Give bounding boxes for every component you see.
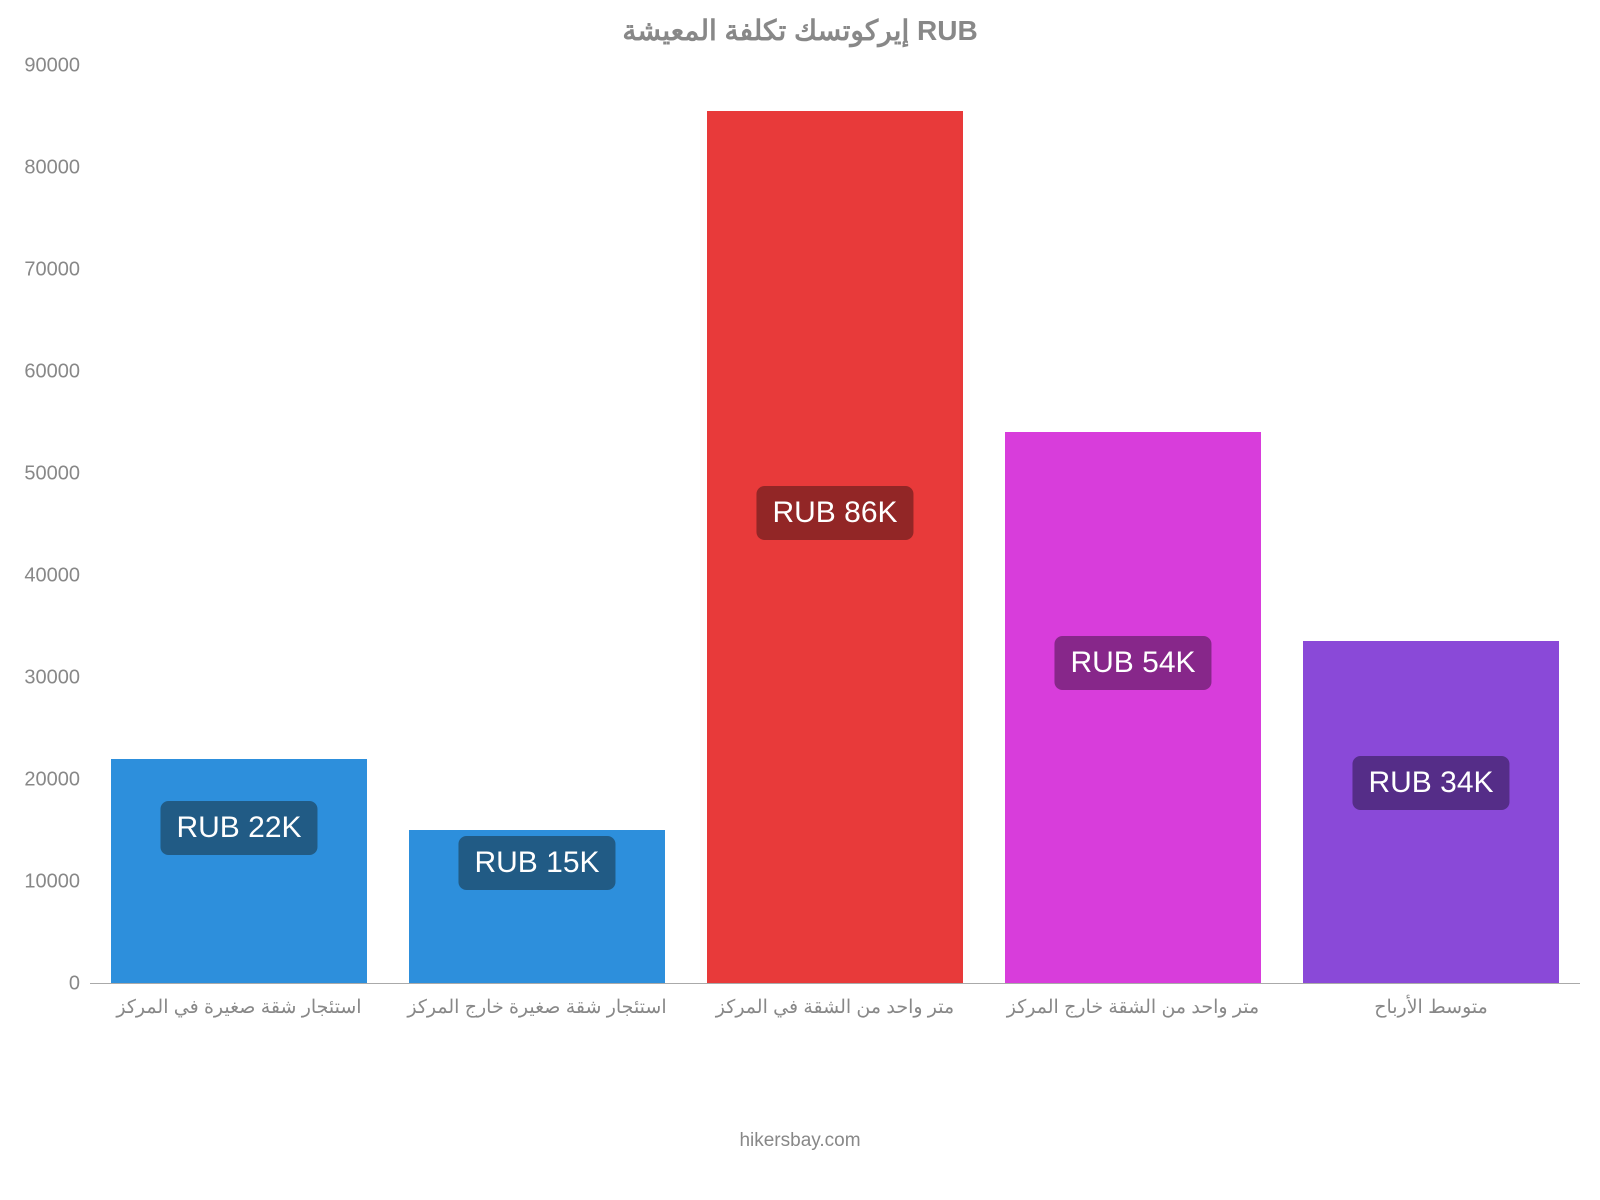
- value-badge: RUB 22K: [160, 801, 317, 855]
- y-tick-label: 90000: [24, 55, 90, 78]
- chart-title: إيركوتسك تكلفة المعيشة RUB: [0, 14, 1600, 47]
- y-tick-label: 10000: [24, 871, 90, 894]
- bar: RUB 86K: [707, 111, 963, 983]
- chart-frame: إيركوتسك تكلفة المعيشة RUB 0100002000030…: [0, 0, 1600, 1200]
- plot-area: 0100002000030000400005000060000700008000…: [90, 66, 1580, 984]
- y-tick-label: 60000: [24, 361, 90, 384]
- y-tick-label: 80000: [24, 157, 90, 180]
- bar: RUB 34K: [1303, 641, 1559, 983]
- y-tick-label: 50000: [24, 463, 90, 486]
- x-tick-label: متر واحد من الشقة خارج المركز: [984, 996, 1282, 1019]
- x-tick-label: متوسط الأرباح: [1282, 996, 1580, 1019]
- y-tick-label: 40000: [24, 565, 90, 588]
- value-badge: RUB 34K: [1352, 756, 1509, 810]
- value-badge: RUB 86K: [756, 486, 913, 540]
- x-tick-label: استئجار شقة صغيرة في المركز: [90, 996, 388, 1019]
- y-tick-label: 30000: [24, 667, 90, 690]
- bar: RUB 15K: [409, 830, 665, 983]
- y-tick-label: 70000: [24, 259, 90, 282]
- value-badge: RUB 15K: [458, 836, 615, 890]
- bar: RUB 22K: [111, 759, 367, 983]
- y-tick-label: 20000: [24, 769, 90, 792]
- x-tick-label: متر واحد من الشقة في المركز: [686, 996, 984, 1019]
- value-badge: RUB 54K: [1054, 636, 1211, 690]
- bar: RUB 54K: [1005, 432, 1261, 983]
- footer-credit: hikersbay.com: [0, 1130, 1600, 1152]
- x-tick-label: استئجار شقة صغيرة خارج المركز: [388, 996, 686, 1019]
- y-tick-label: 0: [69, 973, 90, 996]
